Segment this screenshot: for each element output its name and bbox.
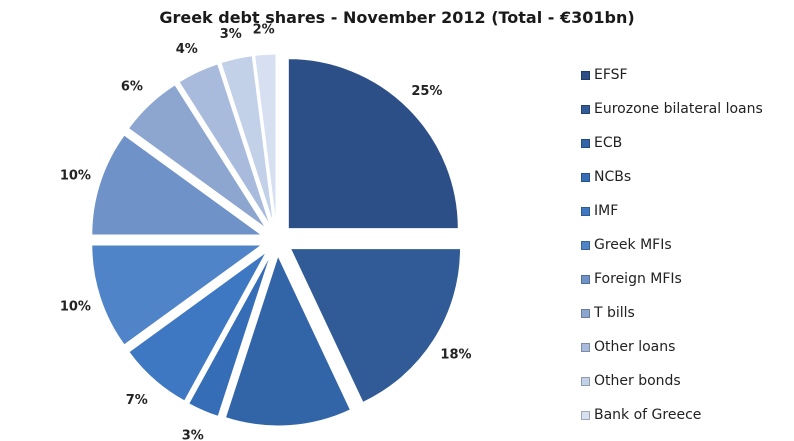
legend-label: T bills (594, 305, 635, 321)
legend-item-other-bonds: Other bonds (581, 364, 763, 398)
pie-slice-efsf (287, 58, 459, 230)
legend-label: EFSF (594, 67, 628, 83)
legend-swatch (581, 308, 590, 318)
slice-label-efsf: 25% (411, 84, 442, 99)
legend-item-imf: IMF (581, 194, 763, 228)
legend-swatch (581, 104, 590, 114)
legend-item-foreign-mfis: Foreign MFIs (581, 262, 763, 296)
legend-swatch (581, 172, 590, 182)
pie-slice-ncbs (188, 254, 272, 417)
pie-slice-other-loans (178, 63, 271, 226)
legend-label: Other bonds (594, 373, 681, 389)
legend-swatch (581, 274, 590, 284)
pie-slice-imf (128, 251, 267, 402)
pie-slice-bank-of-greece (254, 53, 277, 225)
legend-swatch (581, 206, 590, 216)
legend-item-eurozone-bilateral-loans: Eurozone bilateral loans (581, 92, 763, 126)
legend-label: IMF (594, 203, 619, 219)
legend-swatch (581, 410, 590, 420)
pie-slice-other-bonds (220, 55, 275, 225)
slice-label-bank-of-greece: 2% (253, 22, 275, 37)
slice-label-other-loans: 4% (176, 42, 198, 57)
legend-label: ECB (594, 135, 623, 151)
legend-item-greek-mfis: Greek MFIs (581, 228, 763, 262)
legend-item-ncbs: NCBs (581, 160, 763, 194)
legend-item-efsf: EFSF (581, 58, 763, 92)
pie-slice-greek-mfis (91, 244, 264, 346)
legend-label: Bank of Greece (594, 407, 702, 423)
slice-label-other-bonds: 3% (220, 27, 242, 42)
slice-label-greek-mfis: 10% (60, 300, 91, 315)
pie-slices (91, 53, 462, 427)
slice-label-ncbs: 3% (182, 429, 204, 441)
legend-swatch (581, 342, 590, 352)
pie-labels: 25%18%12%3%7%10%10%6%4%3%2% (60, 22, 472, 441)
slice-label-imf: 7% (126, 393, 148, 408)
pie-slice-eurozone-bilateral-loans (289, 248, 462, 404)
slice-label-eurozone-bilateral-loans: 18% (440, 348, 471, 363)
legend-label: NCBs (594, 169, 632, 185)
legend-label: Other loans (594, 339, 676, 355)
pie-slice-foreign-mfis (91, 134, 264, 236)
legend-label: Greek MFIs (594, 237, 672, 253)
legend-swatch (581, 376, 590, 386)
chart-legend: EFSF Eurozone bilateral loans ECB NCBs IMF Gr… (581, 58, 763, 432)
slice-label-t-bills: 6% (121, 79, 143, 94)
legend-swatch (581, 240, 590, 250)
legend-item-t-bills: T bills (581, 296, 763, 330)
legend-label: Foreign MFIs (594, 271, 682, 287)
slice-label-foreign-mfis: 10% (60, 168, 91, 183)
pie-slice-ecb (224, 254, 352, 427)
legend-item-ecb: ECB (581, 126, 763, 160)
legend-label: Eurozone bilateral loans (594, 101, 763, 117)
legend-item-bank-of-greece: Bank of Greece (581, 398, 763, 432)
chart-title: Greek debt shares - November 2012 (Total… (159, 8, 635, 27)
pie-slice-t-bills (127, 84, 267, 229)
legend-item-other-loans: Other loans (581, 330, 763, 364)
legend-swatch (581, 138, 590, 148)
legend-swatch (581, 70, 590, 80)
